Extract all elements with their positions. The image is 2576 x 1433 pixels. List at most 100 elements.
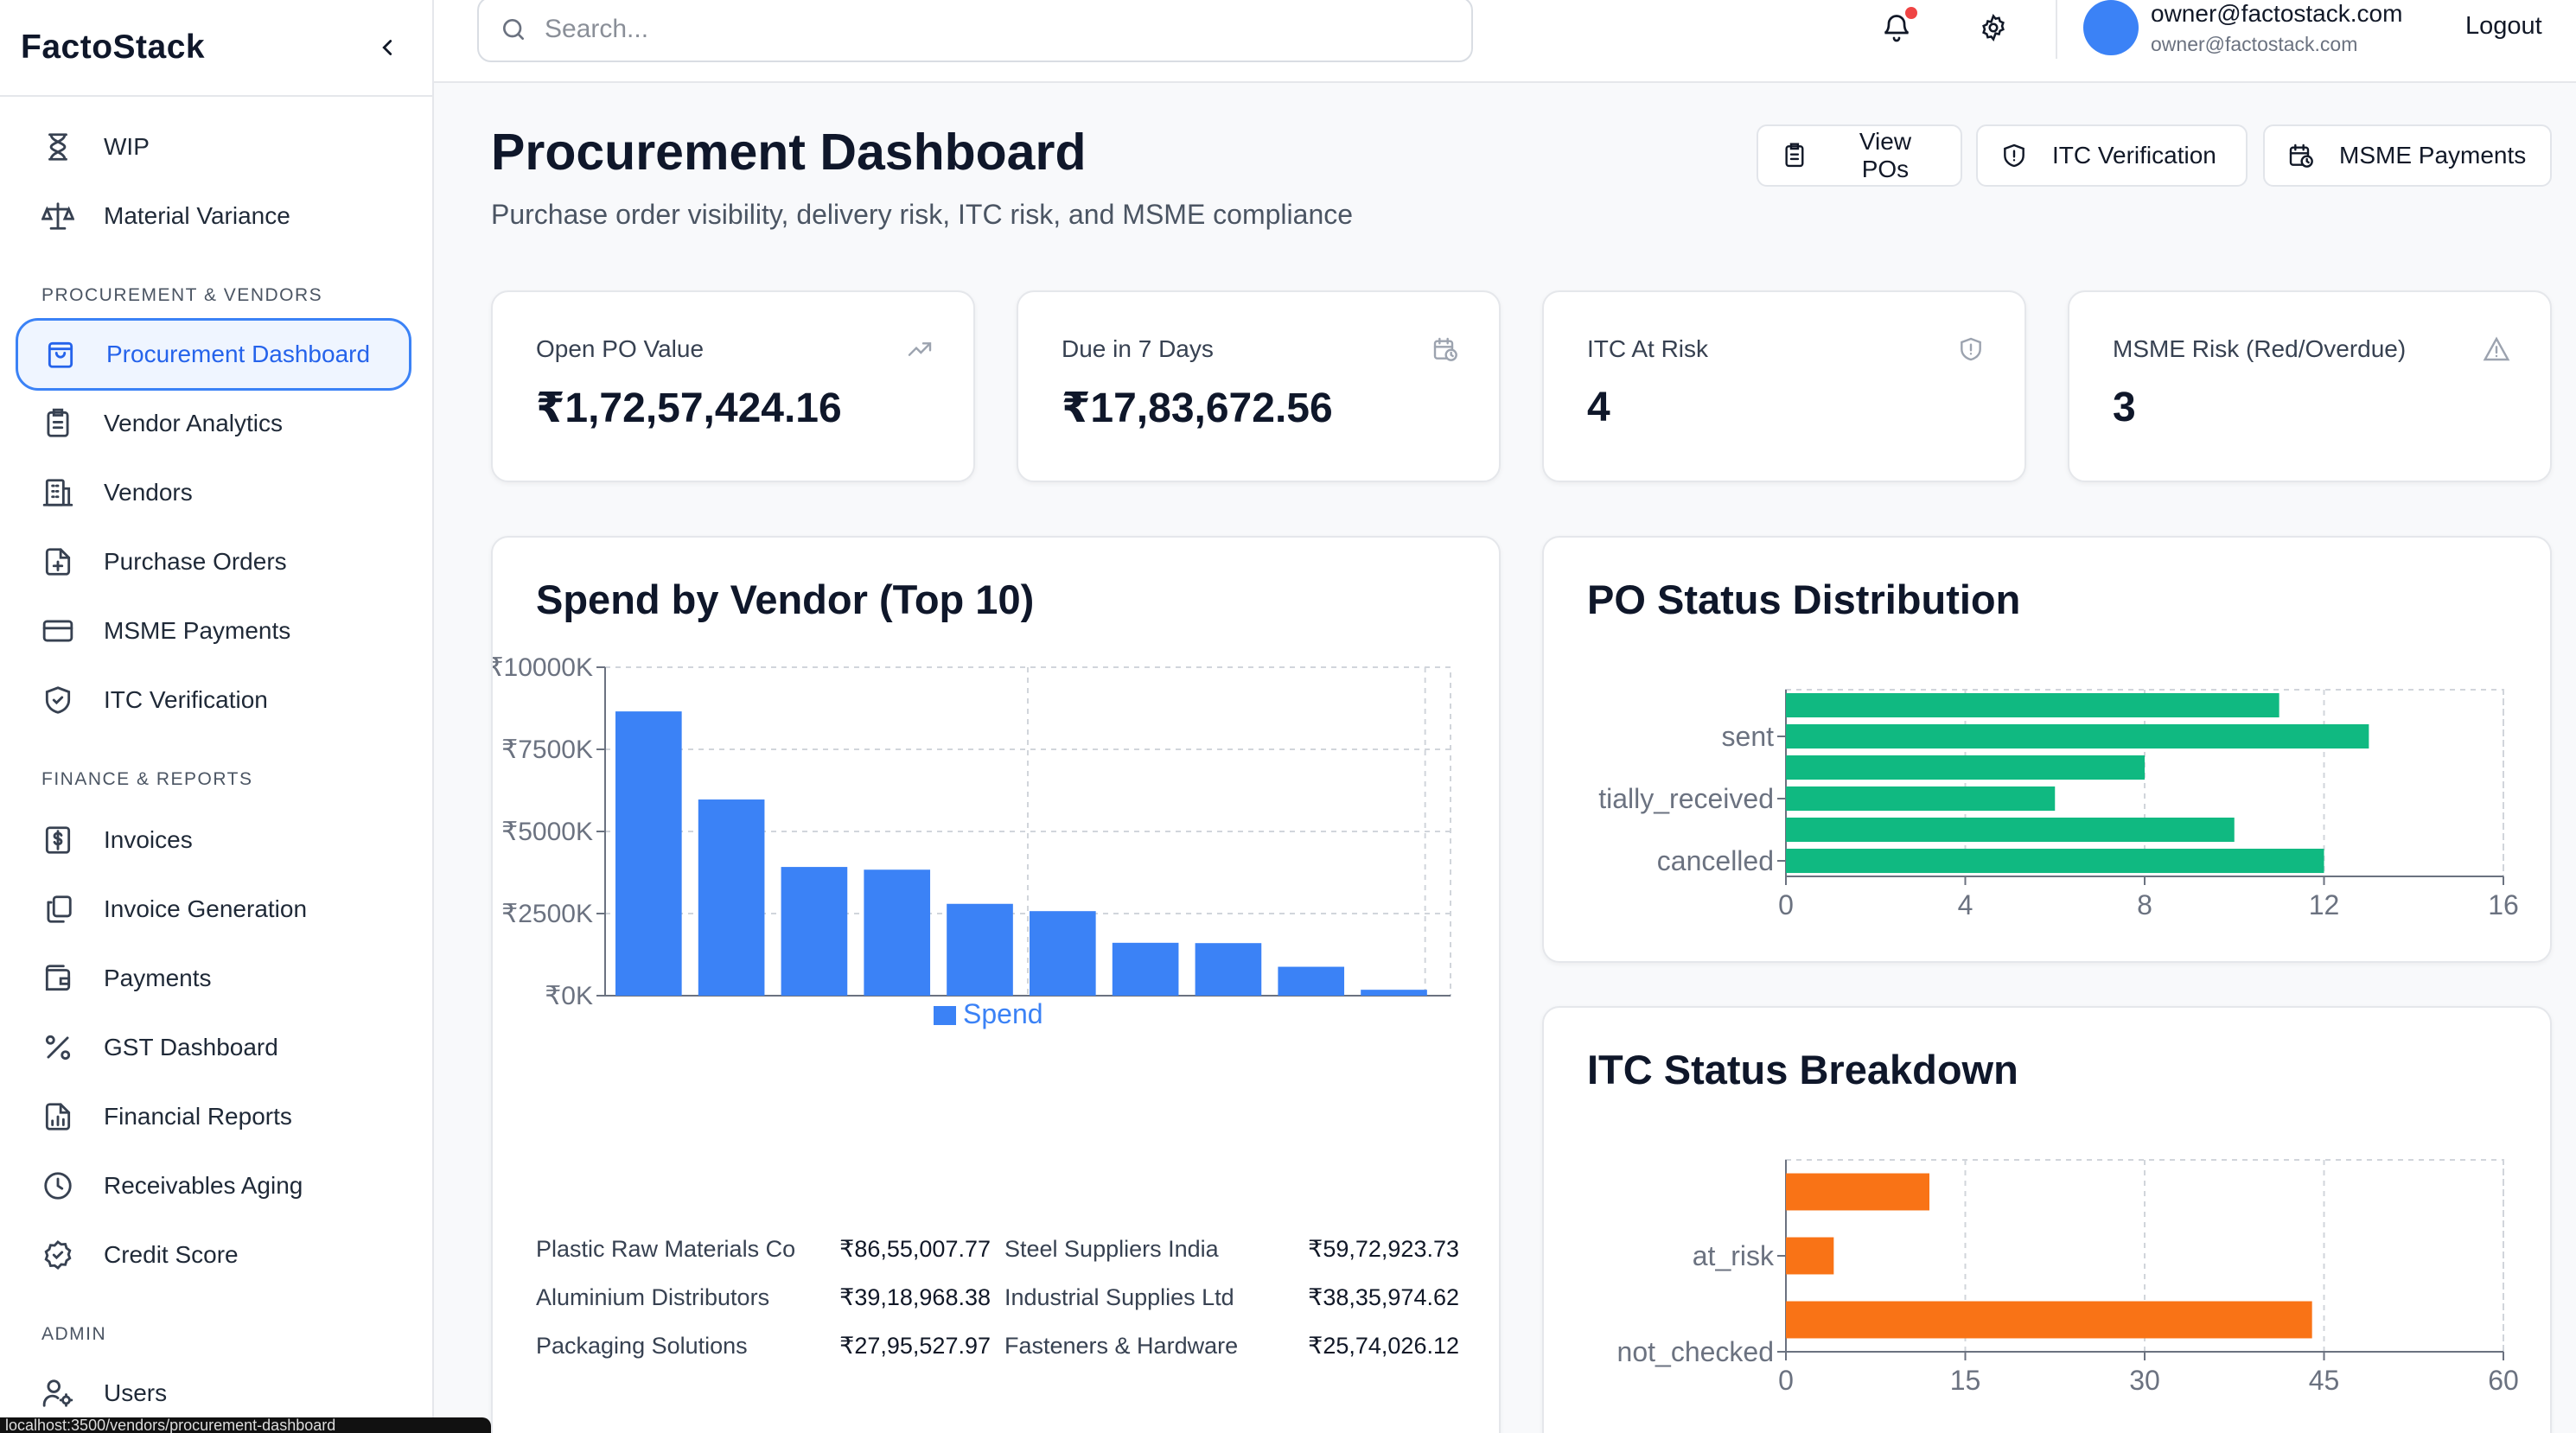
sidebar-item-label: Material Variance (104, 202, 290, 229)
kpi-value: 3 (2113, 385, 2136, 430)
logout-button[interactable]: Logout (2465, 12, 2542, 40)
sidebar-item-label: WIP (104, 133, 150, 160)
sidebar-item-users[interactable]: Users (16, 1357, 411, 1430)
spend-by-vendor-card: Spend by Vendor (Top 10) ₹0K ₹2500K ₹5000K… (491, 536, 1501, 1433)
user-name: owner@factostack.com (2151, 0, 2403, 27)
bar (1786, 692, 2280, 718)
vendor-amount: ₹86,55,007.77 (839, 1236, 991, 1262)
sidebar-item-label: Vendors (104, 479, 193, 506)
vendor-name: Industrial Supplies Ltd (1004, 1284, 1234, 1310)
search-input[interactable] (545, 15, 1409, 44)
sidebar-item-invoices[interactable]: Invoices (16, 804, 411, 876)
sidebar-item-vendors[interactable]: Vendors (16, 456, 411, 529)
sidebar-item-label: Invoices (104, 826, 193, 853)
sidebar-item-material-variance[interactable]: Material Variance (16, 180, 411, 252)
vendor-name: Packaging Solutions (536, 1333, 748, 1359)
kpi-label: Open PO Value (536, 335, 705, 362)
legend-swatch (934, 1006, 956, 1025)
trending-up-icon (908, 342, 932, 356)
clipboard-icon (1785, 143, 1804, 168)
y-tick-label: ₹0K (545, 982, 593, 1010)
sidebar-item-label: GST Dashboard (104, 1034, 278, 1060)
itc-verification-button[interactable]: ITC Verification (1976, 124, 2248, 187)
collapse-sidebar-button[interactable] (363, 23, 411, 72)
credit-card-icon (42, 620, 73, 642)
clock-icon (44, 1172, 72, 1200)
y-tick-label: ₹5000K (501, 818, 593, 846)
badge-check-icon (44, 1240, 72, 1270)
sidebar-item-label: Users (104, 1379, 168, 1406)
x-tick-label: 4 (1958, 889, 1973, 920)
settings-button[interactable] (1973, 7, 2014, 48)
sidebar-item-gst-dashboard[interactable]: GST Dashboard (16, 1011, 411, 1084)
calendar-clock-icon (1433, 337, 1457, 361)
vendor-name: Fasteners & Hardware (1004, 1333, 1239, 1359)
bar (1786, 1173, 1929, 1211)
sidebar-item-credit-score[interactable]: Credit Score (16, 1219, 411, 1291)
sidebar-item-payments[interactable]: Payments (16, 942, 411, 1015)
bar (781, 867, 848, 996)
sidebar: FactoStack WIP Material Variance PROCURE… (0, 0, 434, 1433)
bar (1786, 755, 2145, 780)
spend-chart-title: Spend by Vendor (Top 10) (536, 576, 1035, 622)
bar (1786, 848, 2324, 874)
sidebar-item-receivables-aging[interactable]: Receivables Aging (16, 1150, 411, 1222)
msme-payments-button[interactable]: MSME Payments (2263, 124, 2552, 187)
bar (1361, 990, 1427, 996)
y-tick-label: ₹7500K (501, 736, 593, 764)
kpi-card-msme-risk: MSME Risk (Red/Overdue) 3 (2068, 290, 2552, 482)
shield-icon (1961, 337, 1981, 361)
notifications-button[interactable] (1876, 7, 1917, 48)
sidebar-item-vendor-analytics[interactable]: Vendor Analytics (16, 387, 411, 460)
sidebar-item-invoice-generation[interactable]: Invoice Generation (16, 873, 411, 946)
kpi-value: 4 (1587, 385, 1610, 430)
y-tick-label: at_risk (1693, 1240, 1775, 1271)
vendor-name: Steel Suppliers India (1004, 1236, 1219, 1262)
kpi-card-itc-at-risk: ITC At Risk 4 (1542, 290, 2026, 482)
po-chart-title: PO Status Distribution (1587, 576, 2021, 622)
view-pos-label: View POs (1859, 128, 1912, 182)
kpi-card-due-in-7-days: Due in 7 Days ₹17,83,672.56 (1017, 290, 1501, 482)
kpi-label: Due in 7 Days (1062, 335, 1214, 362)
sidebar-item-msme-payments[interactable]: MSME Payments (16, 595, 411, 667)
po-status-card: PO Status Distribution 0 4 8 12 16 sent tially… (1542, 536, 2552, 963)
notification-dot (1905, 7, 1917, 19)
section-title-finance: FINANCE & REPORTS (41, 769, 253, 789)
dollar-file-icon (45, 826, 71, 854)
sidebar-item-financial-reports[interactable]: Financial Reports (16, 1080, 411, 1153)
vendor-amount: ₹25,74,026.12 (1308, 1333, 1459, 1359)
sidebar-item-wip[interactable]: WIP (16, 111, 411, 183)
clipboard-list-icon (47, 408, 69, 437)
msme-payments-label: MSME Payments (2339, 142, 2527, 169)
search-icon (503, 19, 524, 40)
file-plus-icon (45, 548, 71, 576)
search-box[interactable] (477, 0, 1473, 62)
view-pos-button[interactable]: View POs (1757, 124, 1962, 187)
sidebar-item-itc-verification[interactable]: ITC Verification (16, 664, 411, 736)
x-tick-label: 60 (2488, 1365, 2519, 1396)
shield-icon (2004, 143, 2024, 168)
sidebar-item-label: Procurement Dashboard (106, 341, 371, 367)
sidebar-item-label: Invoice Generation (104, 895, 308, 922)
file-chart-icon (45, 1103, 71, 1130)
browser-status-url: localhost:3500/vendors/procurement-dashb… (0, 1417, 491, 1433)
page-subtitle: Purchase order visibility, delivery risk… (491, 199, 1354, 230)
bell-icon (1884, 15, 1910, 42)
legend-label: Spend (963, 998, 1043, 1029)
bar (1786, 723, 2369, 749)
vendor-name: Aluminium Distributors (536, 1284, 770, 1310)
sidebar-item-label: Financial Reports (104, 1103, 292, 1130)
hourglass-icon (48, 133, 67, 161)
bar (864, 869, 931, 996)
vendor-name: Plastic Raw Materials Co (536, 1236, 796, 1262)
topbar-divider (2056, 0, 2057, 59)
bar (1786, 1237, 1834, 1275)
sidebar-item-purchase-orders[interactable]: Purchase Orders (16, 525, 411, 598)
brand-logo-text[interactable]: FactoStack (21, 29, 206, 66)
gear-icon (1982, 14, 2005, 41)
bar (615, 711, 682, 996)
avatar[interactable] (2083, 0, 2139, 55)
user-email: owner@factostack.com (2151, 33, 2358, 55)
sidebar-item-procurement-dashboard[interactable]: Procurement Dashboard (16, 318, 411, 391)
kpi-value: ₹17,83,672.56 (1062, 385, 1333, 431)
